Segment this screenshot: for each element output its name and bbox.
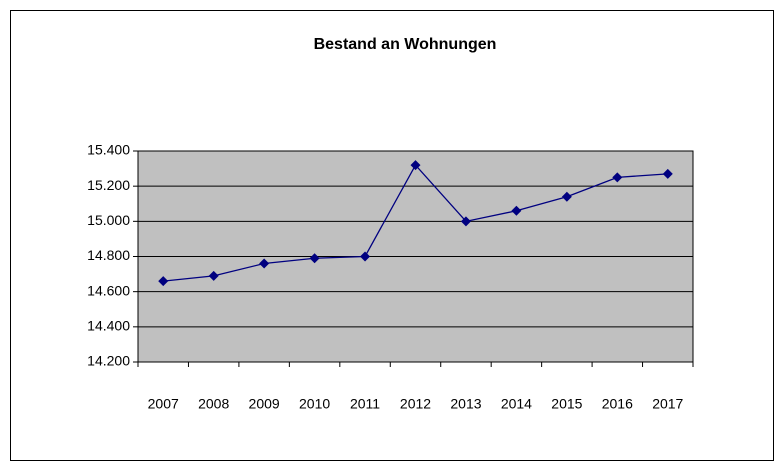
data-point xyxy=(460,216,471,227)
x-tick-label: 2011 xyxy=(350,396,380,412)
data-point xyxy=(158,276,169,287)
y-tick-label: 15.400 xyxy=(87,142,130,158)
chart-title: Bestand an Wohnungen xyxy=(314,36,497,53)
x-tick-label: 2008 xyxy=(198,396,229,412)
x-tick-label: 2010 xyxy=(299,396,330,412)
data-point xyxy=(662,168,673,179)
data-point xyxy=(612,172,623,183)
data-point xyxy=(259,258,270,269)
data-point xyxy=(208,270,219,281)
y-tick-label: 14.600 xyxy=(87,282,130,298)
data-point xyxy=(410,160,421,171)
x-tick-label: 2017 xyxy=(652,396,683,412)
data-point xyxy=(561,191,572,202)
data-point xyxy=(360,251,371,262)
y-tick-label: 15.000 xyxy=(87,212,130,228)
plot-border xyxy=(137,150,694,363)
x-tick-label: 2015 xyxy=(551,396,582,412)
data-point xyxy=(309,253,320,264)
x-tick-label: 2014 xyxy=(501,396,532,412)
y-tick-label: 15.200 xyxy=(87,177,130,193)
y-tick-label: 14.200 xyxy=(87,353,130,369)
x-tick-label: 2012 xyxy=(400,396,431,412)
x-tick-label: 2007 xyxy=(148,396,179,412)
data-point xyxy=(511,205,522,216)
x-tick-label: 2009 xyxy=(249,396,280,412)
x-tick-label: 2016 xyxy=(602,396,633,412)
y-tick-label: 14.800 xyxy=(87,247,130,263)
x-tick-label: 2013 xyxy=(450,396,481,412)
y-tick-label: 14.400 xyxy=(87,318,130,334)
